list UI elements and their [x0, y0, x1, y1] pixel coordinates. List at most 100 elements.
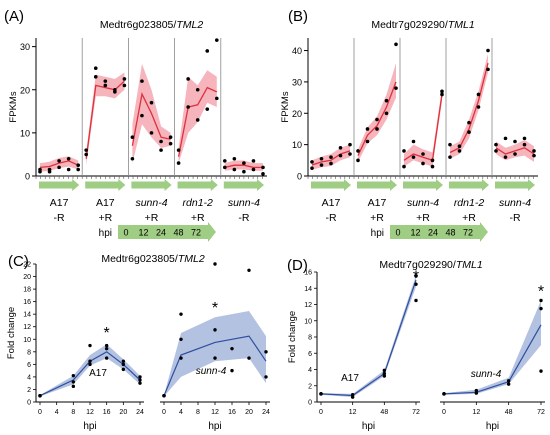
mean-line: [163, 335, 267, 396]
data-point: [264, 350, 268, 354]
data-point: [159, 139, 163, 144]
group-arrow: [449, 179, 489, 191]
x-tick-label: 20: [245, 409, 253, 416]
data-point: [247, 268, 251, 272]
panel-letter: (C): [8, 253, 29, 270]
data-point: [310, 160, 314, 164]
data-point: [356, 158, 360, 163]
mean-line: [39, 160, 79, 169]
y-tick-label: 0: [27, 400, 31, 407]
data-point: [179, 356, 183, 360]
y-tick-label: 40: [292, 46, 302, 56]
data-point: [57, 165, 61, 170]
x-tick-label: 12: [349, 409, 357, 416]
significance-star: *: [413, 269, 419, 286]
y-tick-label: 14: [304, 286, 312, 293]
panel-letter: (A): [4, 8, 24, 25]
mean-line: [39, 351, 141, 397]
data-point: [382, 368, 387, 373]
x-tick-label: 0: [442, 409, 446, 416]
group-arrow: [131, 179, 172, 191]
y-tick-label: 0: [25, 172, 30, 182]
data-point: [76, 167, 80, 172]
y-tick-label: 16: [23, 299, 31, 306]
hpi-arrow: [390, 222, 488, 242]
y-tick-label: 10: [20, 128, 30, 138]
genotype-label: A17: [341, 373, 359, 384]
group-arrow: [39, 179, 80, 191]
data-point: [539, 369, 543, 373]
data-point: [494, 142, 498, 147]
hpi-value: 72: [191, 228, 201, 238]
group-condition: +R: [462, 212, 476, 224]
data-point: [338, 153, 343, 158]
y-tick-label: 22: [23, 262, 31, 269]
data-point: [448, 142, 452, 147]
panel-title: Medtr6g023805/TML2: [101, 253, 204, 265]
group-arrow: [223, 179, 264, 191]
data-point: [121, 367, 126, 372]
data-point: [176, 148, 181, 152]
panel-letter: (B): [288, 8, 308, 25]
data-point: [88, 359, 92, 363]
data-point: [93, 75, 98, 79]
mean-line: [224, 164, 263, 169]
data-point: [503, 155, 508, 159]
data-point: [168, 135, 173, 139]
data-point: [261, 172, 265, 176]
x-axis-label: hpi: [83, 421, 96, 432]
x-tick-label: 4: [179, 409, 183, 416]
data-point: [356, 149, 360, 153]
y-tick-label: 10: [292, 140, 302, 150]
data-point: [264, 375, 268, 379]
data-point: [414, 274, 418, 278]
data-point: [394, 42, 398, 47]
data-point: [138, 375, 142, 379]
group-condition: +R: [416, 212, 430, 224]
data-point: [522, 136, 527, 141]
confidence-band: [358, 63, 396, 162]
data-point: [47, 169, 52, 174]
data-point: [414, 298, 418, 303]
data-point: [319, 163, 324, 167]
data-point: [104, 346, 109, 351]
data-point: [195, 118, 200, 122]
panel-title: Medtr6g023805/TML2: [100, 19, 203, 31]
y-tick-label: 8: [308, 335, 312, 342]
data-point: [176, 161, 181, 165]
group-arrow: [403, 179, 443, 191]
group-condition: -R: [54, 212, 65, 224]
data-point: [486, 67, 490, 72]
data-point: [319, 156, 324, 161]
data-point: [365, 127, 370, 131]
group-condition: +R: [145, 212, 159, 224]
group-label: A17: [368, 197, 387, 209]
group-arrow: [85, 179, 126, 191]
hpi-value: 48: [173, 228, 183, 238]
x-tick-label: 0: [162, 409, 166, 416]
data-point: [247, 356, 251, 360]
group-condition: -R: [238, 212, 249, 224]
group-condition: +R: [98, 212, 112, 224]
confidence-band: [86, 72, 125, 166]
y-tick-label: 4: [27, 374, 31, 381]
data-point: [71, 380, 76, 384]
mean-line: [403, 94, 443, 162]
confidence-band: [404, 88, 442, 167]
x-tick-label: 0: [319, 409, 323, 416]
data-point: [88, 343, 92, 348]
data-point: [421, 161, 425, 166]
panel-letter: (D): [287, 257, 308, 274]
x-axis-label: hpi: [208, 421, 221, 432]
hpi-value: 24: [428, 228, 438, 238]
group-condition: +R: [191, 212, 205, 224]
data-point: [382, 371, 387, 376]
data-point: [261, 165, 265, 170]
x-tick-label: 72: [412, 409, 420, 416]
mean-line: [311, 150, 351, 166]
data-point: [532, 149, 536, 153]
x-axis-label: hpi: [362, 421, 375, 432]
mean-line: [131, 92, 171, 146]
x-tick-label: 4: [55, 409, 59, 416]
y-tick-label: 0: [308, 400, 312, 407]
